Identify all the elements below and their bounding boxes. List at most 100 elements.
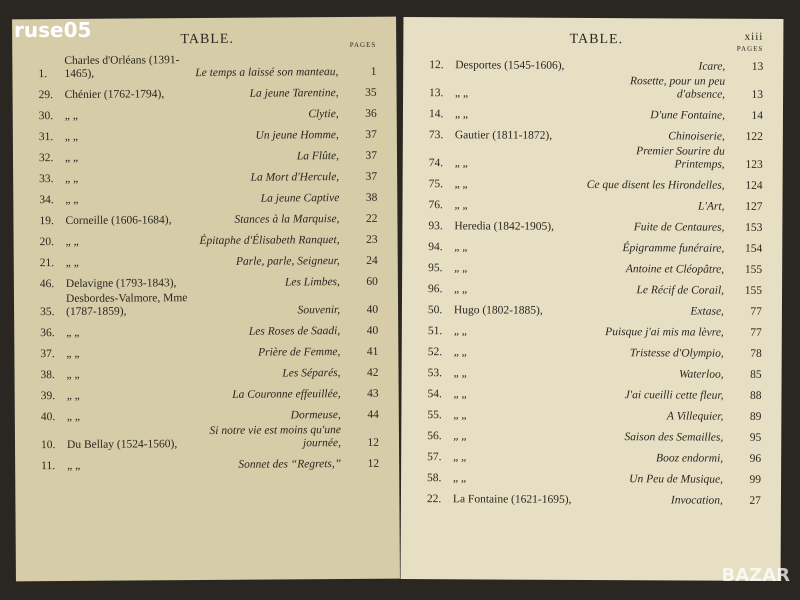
poem-title: Un jeune Homme,	[255, 129, 339, 142]
toc-row: 39. „ „ La Couronne effeuillée, 43	[41, 382, 379, 405]
page-ref: 85	[750, 368, 762, 381]
toc-row: 53. „ „ Waterloo, 85	[428, 361, 762, 384]
entry-number: 39.	[40, 390, 56, 403]
poem-title: L'Art,	[698, 200, 725, 213]
poem-title: Épitaphe d'Élisabeth Ranquet,	[199, 234, 340, 248]
logo: BAZAR	[721, 565, 791, 586]
toc-row: 50. Hugo (1802-1885), Extase, 77	[428, 298, 762, 321]
right-page: TABLE. xiii PAGES 12. Desportes (1545-1606)…	[400, 17, 784, 581]
author: Desbordes-Valmore, Mme (1787-1859),	[65, 292, 188, 318]
author: „ „	[454, 157, 468, 170]
page-ref: 41	[366, 345, 379, 358]
author: „ „	[64, 130, 79, 143]
author: „ „	[454, 108, 469, 121]
page-header: TABLE. xiii PAGES	[429, 30, 764, 53]
page-ref: 38	[365, 191, 378, 204]
entry-number: 21.	[39, 257, 55, 270]
toc-row: 73. Gautier (1811-1872), Chinoiserie, 122	[429, 123, 763, 146]
poem-title: Clytie,	[308, 108, 339, 121]
toc-row: 51. „ „ Puisque j'ai mis ma lèvre, 77	[428, 319, 762, 342]
entry-number: 93.	[428, 220, 443, 233]
poem-title: Les Roses de Saadi,	[248, 325, 341, 338]
rows: 1. Charles d'Orléans (1391-1465), Le temps…	[38, 53, 379, 475]
page-ref: 13	[751, 88, 764, 101]
author: „ „	[453, 325, 467, 338]
entry-number: 31.	[38, 131, 54, 144]
toc-row: 36. „ „ Les Roses de Saadi, 40	[40, 319, 378, 342]
entry-number: 19.	[39, 215, 54, 228]
title: TABLE.	[569, 31, 624, 48]
toc-row: 38. „ „ Les Séparés, 42	[40, 361, 378, 384]
entry-number: 29.	[38, 89, 53, 102]
entry-number: 57.	[427, 451, 442, 464]
entry-number: 38.	[40, 369, 55, 382]
entry-number: 37.	[40, 348, 55, 361]
author: „ „	[66, 326, 80, 339]
entry-number: 51.	[427, 325, 443, 338]
entry-number: 95.	[428, 262, 443, 275]
page-ref: 13	[751, 60, 764, 73]
author: „ „	[66, 368, 80, 381]
page-ref: 124	[745, 179, 763, 192]
toc-row: 96. „ „ Le Récif de Corail, 155	[428, 277, 762, 300]
toc-row: 94. „ „ Épigramme funéraire, 154	[428, 235, 762, 258]
toc-row: 13. „ „ Rosette, pour un peu d'absence, 13	[429, 74, 763, 104]
page-ref: 37	[365, 128, 377, 141]
pages-header: PAGES	[736, 44, 764, 53]
poem-title: Stances à la Marquise,	[234, 213, 340, 226]
page-ref: 95	[749, 431, 762, 444]
entry-number: 50.	[427, 304, 443, 317]
page-ref: 36	[365, 107, 377, 120]
author: „ „	[454, 283, 468, 296]
poem-title: A Villequier,	[666, 410, 724, 423]
toc-row: 37. „ „ Prière de Femme, 41	[40, 340, 378, 363]
toc-row: 40. „ „ Dormeuse, 44	[41, 403, 379, 426]
page-ref: 40	[366, 303, 379, 316]
author: „ „	[453, 388, 467, 401]
entry-number: 10.	[40, 439, 56, 452]
entry-number: 55.	[427, 409, 442, 422]
author: „ „	[453, 367, 467, 380]
author: Desportes (1545-1606),	[455, 59, 565, 72]
page-ref: 23	[366, 233, 378, 246]
poem-title: La Couronne effeuillée,	[232, 388, 341, 401]
entry-number: 74.	[428, 157, 444, 170]
page-ref: 155	[744, 284, 763, 297]
poem-title: D'une Fontaine,	[650, 109, 725, 122]
toc-row: 74. „ „ Premier Sourire du Printemps, 123	[429, 144, 763, 174]
toc-row: 95. „ „ Antoine et Cléopâtre, 155	[428, 256, 762, 279]
watermark: ruse05	[14, 18, 92, 42]
entry-number: 1.	[38, 68, 48, 81]
toc-row: 1. Charles d'Orléans (1391-1465), Le temps…	[38, 53, 376, 83]
poem-title: La Mort d'Hercule,	[250, 171, 340, 184]
page-ref: 127	[745, 200, 763, 213]
author: „ „	[66, 347, 80, 360]
entry-number: 94.	[428, 241, 443, 254]
page-ref: 12	[367, 457, 380, 470]
page-number: xiii	[744, 30, 764, 43]
toc-row: 32. „ „ La Flûte, 37	[39, 144, 377, 167]
author: „ „	[65, 256, 79, 269]
toc-row: 21. „ „ Parle, parle, Seigneur, 24	[40, 249, 378, 272]
poem-title: Tristesse d'Olympio,	[629, 347, 724, 360]
toc-row: 46. Delavigne (1793-1843), Les Limbes, 60	[40, 270, 378, 293]
author: „ „	[65, 193, 79, 206]
page-ref: 123	[745, 158, 763, 171]
entry-number: 58.	[427, 472, 442, 485]
author: „ „	[454, 262, 468, 275]
page-ref: 96	[749, 452, 762, 465]
poem-title: Les Limbes,	[284, 276, 340, 289]
toc-row: 19. Corneille (1606-1684), Stances à la Ma…	[39, 207, 377, 230]
author: „ „	[67, 459, 81, 472]
page-ref: 153	[745, 221, 763, 234]
toc-row: 52. „ „ Tristesse d'Olympio, 78	[428, 340, 762, 363]
entry-number: 76.	[428, 199, 443, 212]
poem-title: Souvenir,	[297, 304, 341, 317]
poem-title: Premier Sourire du Printemps,	[636, 145, 725, 171]
page-ref: 42	[366, 366, 379, 379]
poem-title: Le temps a laissé son manteau,	[195, 66, 339, 80]
page-ref: 35	[365, 86, 377, 99]
toc-row: 54. „ „ J'ai cueilli cette fleur, 88	[427, 382, 761, 405]
page-ref: 77	[750, 326, 762, 339]
page-ref: 1	[370, 65, 377, 78]
